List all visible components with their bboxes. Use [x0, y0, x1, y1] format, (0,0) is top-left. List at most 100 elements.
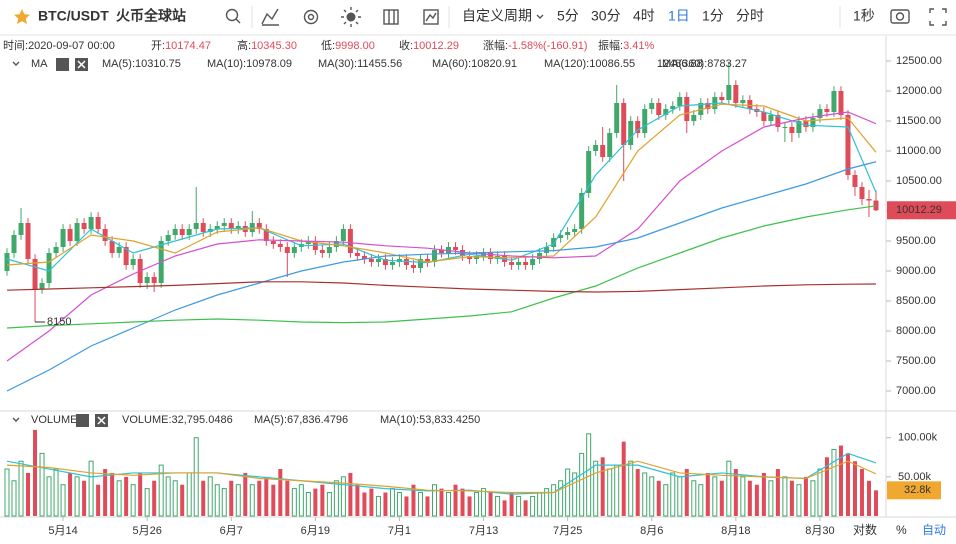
- period-button[interactable]: 5分: [557, 8, 579, 24]
- favorite-star[interactable]: [14, 9, 30, 24]
- volume-bar: [138, 472, 143, 516]
- candle-body: [474, 256, 480, 260]
- candle-body: [705, 103, 711, 110]
- candle-body: [11, 235, 17, 254]
- volume-bar: [698, 484, 704, 517]
- info-label: 振幅:: [598, 38, 623, 52]
- percent-toggle[interactable]: %: [896, 523, 907, 537]
- volume-bar: [383, 492, 388, 516]
- candle-body: [467, 256, 473, 260]
- volume-bar: [726, 460, 732, 517]
- close-cross: [77, 60, 86, 69]
- info-label: 高:: [237, 38, 251, 52]
- candle-body: [747, 100, 753, 110]
- indicator-icon[interactable]: [261, 8, 279, 26]
- fullscreen-icon[interactable]: [929, 8, 947, 26]
- info-label: 时间:: [3, 39, 28, 52]
- period-button[interactable]: 30分: [591, 8, 621, 24]
- layout-icon[interactable]: [383, 9, 399, 25]
- auto-toggle[interactable]: 自动: [922, 523, 946, 537]
- info-value: 9998.00: [335, 40, 375, 52]
- search-icon[interactable]: [225, 8, 241, 24]
- volume-bar: [495, 495, 501, 517]
- legend-settings[interactable]: [76, 414, 89, 427]
- volume-bar: [39, 452, 45, 517]
- candle-body: [354, 253, 360, 257]
- volume-bar: [74, 476, 80, 517]
- volume-bar: [389, 488, 395, 517]
- candle-body: [179, 229, 185, 236]
- ma-legend: MA(360):8783.27: [662, 58, 747, 70]
- volume-bar: [460, 488, 465, 516]
- volume-bar: [46, 476, 52, 517]
- y-tick-label: 12000.00: [896, 85, 942, 97]
- log-toggle[interactable]: 对数: [853, 522, 877, 537]
- screenshot-icon[interactable]: [890, 9, 910, 24]
- period-button[interactable]: 分时: [736, 8, 764, 24]
- info-item: 收:10012.29: [399, 38, 459, 52]
- y-tick-label: 11000.00: [896, 145, 941, 157]
- x-tick-label: 8月30: [805, 525, 834, 537]
- period-button[interactable]: 4时: [633, 8, 655, 24]
- candle-body: [789, 127, 795, 134]
- candle-body: [572, 229, 578, 233]
- period-button[interactable]: 1日: [668, 8, 690, 24]
- candle-body: [284, 247, 290, 254]
- candle-body: [410, 265, 416, 269]
- volume-ma-line: [6, 452, 877, 495]
- y-tick-label: 8500.00: [896, 295, 936, 307]
- volume-bar: [144, 488, 150, 517]
- candle-body: [810, 118, 816, 128]
- theme-icon[interactable]: [341, 7, 361, 27]
- collapse-caret[interactable]: [12, 61, 20, 66]
- ma-line: [6, 161, 877, 392]
- price-tag-label: 10012.29: [896, 204, 942, 216]
- volume-bar: [257, 480, 262, 516]
- volume-bar: [18, 460, 24, 517]
- volume-bar: [803, 476, 808, 516]
- period-button[interactable]: 1分: [702, 8, 724, 24]
- volume-bar: [775, 469, 780, 516]
- ma-legend: MA(30):11455.56: [318, 58, 402, 70]
- info-label: 收:: [399, 38, 413, 52]
- volume-bar: [313, 488, 318, 516]
- candle-body: [361, 256, 367, 260]
- y-tick-label: 9000.00: [896, 265, 936, 277]
- info-item: 高:10345.30: [237, 38, 297, 52]
- legend-settings[interactable]: [56, 58, 69, 71]
- info-item: 开:10174.47: [151, 40, 211, 52]
- volume-bar: [614, 464, 620, 517]
- volume-bar: [656, 480, 661, 516]
- collapse-caret[interactable]: [12, 417, 20, 422]
- seconds[interactable]: 1秒: [853, 8, 875, 24]
- settings-icon[interactable]: [303, 9, 319, 25]
- candle-body: [628, 121, 634, 146]
- volume-bar: [509, 492, 514, 516]
- volume-bar: [68, 472, 73, 516]
- custom-period[interactable]: 自定义周期: [462, 8, 532, 24]
- pair[interactable]: BTC/USDT: [38, 8, 109, 24]
- volume-ma-legend: MA(10):53,833.4250: [380, 414, 480, 426]
- candle-body: [670, 106, 676, 110]
- candle-body: [761, 112, 767, 122]
- y-tick-label: 9500.00: [896, 235, 936, 247]
- candle-body: [845, 115, 851, 176]
- chart-type-icon[interactable]: [423, 9, 439, 25]
- volume-bar: [158, 464, 164, 517]
- info-value: -1.58%(-160.91): [508, 40, 588, 52]
- volume-bar: [431, 484, 437, 517]
- volume-bar: [26, 472, 31, 516]
- volume-bar: [417, 492, 423, 517]
- candle-body: [151, 277, 157, 284]
- candle-body: [768, 115, 774, 122]
- volume-bar: [348, 472, 353, 516]
- volume-bar: [271, 484, 276, 516]
- volume-bar: [810, 480, 816, 517]
- volume-bar: [859, 469, 864, 516]
- volume-bar: [152, 480, 157, 516]
- x-tick-label: 5月26: [132, 525, 161, 537]
- volume-bar: [579, 452, 585, 517]
- candle-body: [95, 217, 101, 230]
- info-item: 时间:2020-09-07 00:00: [3, 39, 115, 52]
